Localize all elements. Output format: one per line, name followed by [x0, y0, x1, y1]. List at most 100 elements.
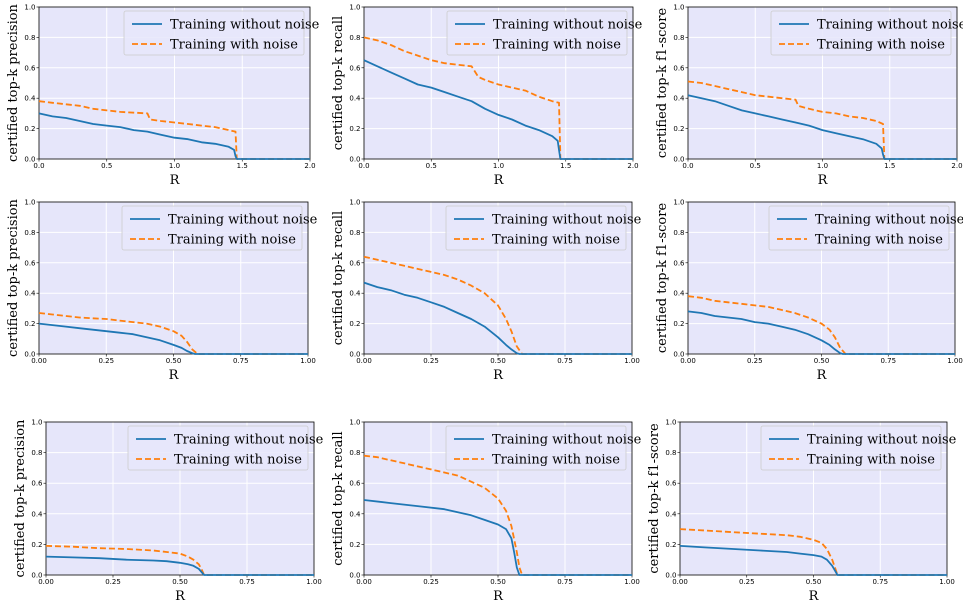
x-tick-label: 1.00 — [306, 578, 322, 586]
x-tick-label: 1.00 — [624, 578, 640, 586]
y-tick-label: 1.0 — [24, 199, 35, 207]
y-tick-label: 0.6 — [673, 259, 685, 267]
legend-label: Training with noise — [174, 453, 302, 468]
y-axis-label: certified top-k recall — [331, 431, 346, 565]
y-tick-label: 0.4 — [349, 95, 361, 103]
x-tick-label: 1.5 — [560, 162, 571, 170]
x-tick-label: 0.00 — [356, 357, 372, 365]
series-line-with-noise — [363, 36, 633, 160]
y-tick-label: 0.8 — [665, 449, 676, 457]
series-line-without-noise — [45, 555, 314, 576]
y-tick-label: 0.0 — [349, 156, 360, 164]
y-tick-label: 0.6 — [665, 480, 677, 488]
legend-label: Training with noise — [493, 38, 621, 53]
chart-panel-5: 0.00 0.25 0.50 0.75 1.00 0.0 0.2 0.4 0.6 0.8 1.0 Rc… — [331, 199, 642, 384]
x-tick-label: 1.00 — [939, 578, 955, 586]
series-line-without-noise — [38, 322, 308, 355]
x-tick-label: 0.50 — [490, 578, 506, 586]
legend-label: Training without noise — [807, 433, 957, 448]
x-tick-label: 1.00 — [300, 357, 316, 365]
y-tick-label: 0.4 — [665, 510, 677, 518]
series-line-with-noise — [687, 80, 957, 160]
y-tick-label: 0.2 — [31, 541, 42, 549]
y-tick-label: 1.0 — [673, 4, 684, 12]
y-tick-label: 0.0 — [665, 572, 676, 580]
legend-box — [445, 425, 627, 471]
y-tick-label: 0.6 — [24, 259, 36, 267]
x-axis-label: R — [170, 173, 181, 188]
y-tick-label: 0.8 — [24, 34, 35, 42]
y-tick-label: 0.2 — [349, 541, 360, 549]
y-tick-label: 0.0 — [24, 156, 35, 164]
y-tick-label: 0.4 — [673, 95, 685, 103]
x-tick-label: 0.75 — [880, 357, 896, 365]
y-tick-label: 0.0 — [31, 572, 42, 580]
y-tick-label: 0.2 — [673, 320, 684, 328]
x-tick-label: 2.0 — [951, 162, 962, 170]
x-tick-label: 0.0 — [33, 162, 44, 170]
series-line-without-noise — [363, 499, 632, 576]
x-tick-label: 0.75 — [239, 578, 255, 586]
y-tick-label: 1.0 — [665, 419, 676, 427]
y-axis-label: certified top-k f1-score — [655, 8, 670, 159]
y-tick-label: 0.0 — [673, 156, 684, 164]
y-axis-label: certified top-k recall — [331, 211, 346, 345]
y-axis-label: certified top-k precision — [13, 419, 28, 577]
x-tick-label: 0.25 — [423, 357, 439, 365]
legend-label: Training with noise — [817, 38, 945, 53]
chart-panel-2: 0.0 0.5 1.0 1.5 2.0 0.0 0.2 0.4 0.6 0.8 1.0 Rcertif… — [331, 4, 643, 189]
y-tick-label: 0.0 — [673, 351, 684, 359]
y-tick-label: 0.2 — [24, 125, 35, 133]
legend-label: Training with noise — [807, 453, 935, 468]
y-tick-label: 0.2 — [349, 320, 360, 328]
y-tick-label: 0.4 — [673, 290, 685, 298]
x-tick-label: 0.50 — [166, 357, 182, 365]
x-axis-label: R — [493, 368, 504, 383]
x-axis-label: R — [494, 173, 505, 188]
x-tick-label: 0.50 — [814, 357, 830, 365]
legend-label: Training without noise — [817, 18, 963, 33]
y-axis-label: certified top-k recall — [331, 16, 346, 150]
x-tick-label: 1.5 — [237, 162, 248, 170]
y-tick-label: 0.8 — [31, 449, 42, 457]
legend-label: Training with noise — [815, 233, 943, 248]
series-line-with-noise — [687, 295, 955, 355]
legend-label: Training with noise — [170, 38, 298, 53]
series-line-with-noise — [38, 100, 310, 160]
y-axis-label: certified top-k f1-score — [647, 423, 662, 574]
x-tick-label: 0.00 — [680, 357, 696, 365]
y-tick-label: 0.6 — [31, 480, 43, 488]
chart-panel-6: 0.00 0.25 0.50 0.75 1.00 0.0 0.2 0.4 0.6 0.8 1.0 Rc… — [655, 199, 963, 384]
x-tick-label: 0.50 — [490, 357, 506, 365]
x-tick-label: 1.00 — [947, 357, 963, 365]
x-tick-label: 1.0 — [493, 162, 504, 170]
chart-panel-3: 0.0 0.5 1.0 1.5 2.0 0.0 0.2 0.4 0.6 0.8 1.0 Rcertif… — [655, 4, 963, 189]
chart-panel-8: 0.00 0.25 0.50 0.75 1.00 0.0 0.2 0.4 0.6 0.8 1.0 Rc… — [331, 419, 642, 605]
y-tick-label: 0.4 — [349, 290, 361, 298]
y-tick-label: 0.2 — [349, 125, 360, 133]
x-tick-label: 2.0 — [304, 162, 315, 170]
y-tick-label: 1.0 — [349, 4, 360, 12]
x-tick-label: 2.0 — [627, 162, 638, 170]
legend-box — [121, 205, 303, 251]
x-axis-label: R — [817, 368, 828, 383]
series-line-without-noise — [38, 112, 310, 160]
x-tick-label: 0.5 — [750, 162, 761, 170]
series-line-without-noise — [687, 94, 957, 160]
y-tick-label: 1.0 — [673, 199, 684, 207]
x-tick-label: 0.75 — [233, 357, 249, 365]
series-line-with-noise — [38, 312, 308, 355]
legend-label: Training without noise — [174, 433, 324, 448]
x-tick-label: 0.00 — [31, 357, 47, 365]
y-tick-label: 0.2 — [673, 125, 684, 133]
y-tick-label: 1.0 — [24, 4, 35, 12]
chart-panel-1: 0.0 0.5 1.0 1.5 2.0 0.0 0.2 0.4 0.6 0.8 1.0 Rcertif… — [6, 3, 320, 188]
y-tick-label: 0.8 — [349, 34, 360, 42]
x-tick-label: 0.0 — [358, 162, 369, 170]
legend-box — [123, 10, 305, 56]
y-tick-label: 0.4 — [31, 510, 43, 518]
y-tick-label: 0.4 — [349, 510, 361, 518]
x-tick-label: 0.75 — [872, 578, 888, 586]
x-tick-label: 0.5 — [426, 162, 437, 170]
